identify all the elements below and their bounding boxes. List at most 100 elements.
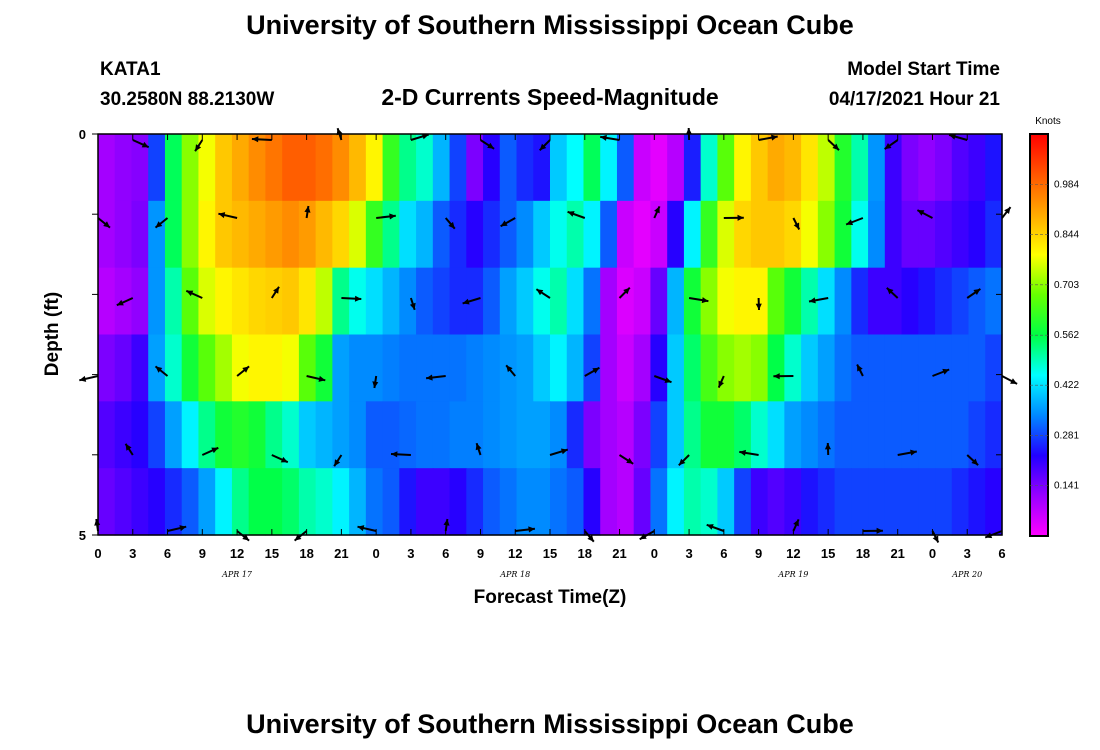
- x-tick-label: 12: [230, 546, 244, 561]
- current-arrow: [827, 139, 840, 151]
- x-tick-label: 0: [94, 546, 101, 561]
- date-label: APR 19: [777, 570, 808, 579]
- current-arrow: [201, 446, 219, 456]
- heatmap-cell: [164, 334, 183, 402]
- page-title: University of Southern Mississippi Ocean…: [246, 10, 854, 40]
- date-label: APR 20: [951, 570, 982, 579]
- heatmap-cell: [600, 134, 618, 202]
- current-arrow: [773, 373, 794, 380]
- heatmap-cell: [399, 200, 417, 269]
- footer-title: University of Southern Mississippi Ocean…: [246, 709, 854, 739]
- heatmap-cell: [784, 334, 802, 402]
- heatmap-cell: [365, 134, 384, 202]
- heatmap-cell: [600, 468, 618, 536]
- heatmap-cell: [282, 134, 300, 202]
- heatmap-cell: [935, 200, 953, 269]
- x-tick-label: 21: [334, 546, 348, 561]
- heatmap-cell: [533, 334, 551, 402]
- current-arrow: [966, 288, 981, 299]
- heatmap-cell: [483, 401, 501, 469]
- heatmap-cell: [164, 267, 183, 336]
- heatmap-cell: [700, 468, 719, 536]
- heatmap-cell: [181, 401, 200, 469]
- heatmap-cell: [583, 468, 601, 536]
- heatmap-cell: [114, 334, 133, 402]
- heatmap-cell: [616, 267, 635, 336]
- x-tick-label: 12: [508, 546, 522, 561]
- station-coords: 30.2580N 88.2130W: [100, 89, 274, 110]
- heatmap-cell: [734, 267, 752, 336]
- x-tick-label: 15: [821, 546, 835, 561]
- heatmap-cell: [164, 468, 183, 536]
- heatmap-cell: [616, 200, 635, 269]
- plot-title: 2-D Currents Speed-Magnitude: [381, 84, 718, 110]
- heatmap-cell: [717, 200, 735, 269]
- current-arrow: [538, 139, 551, 152]
- current-arrow: [549, 448, 569, 456]
- heatmap-cell: [533, 134, 551, 202]
- x-tick-label: 18: [856, 546, 870, 561]
- heatmap-cell: [550, 401, 568, 469]
- current-arrow: [755, 297, 762, 311]
- heatmap-cell: [215, 134, 233, 202]
- x-tick-label: 0: [929, 546, 936, 561]
- y-axis-label: Depth (ft): [42, 292, 63, 376]
- heatmap-cell: [499, 134, 518, 202]
- heatmap-cell: [315, 334, 333, 402]
- heatmap-cell: [767, 468, 785, 536]
- heatmap-cell: [951, 267, 970, 336]
- current-arrow: [584, 530, 595, 543]
- current-arrow: [116, 297, 134, 307]
- heatmap-cell: [349, 134, 367, 202]
- heatmap-cell: [466, 267, 484, 336]
- heatmap-cell: [466, 401, 484, 469]
- heatmap-cell: [114, 468, 133, 536]
- current-arrow: [333, 454, 343, 467]
- current-arrow: [515, 526, 536, 533]
- heatmap-cell: [181, 267, 200, 336]
- heatmap-cell: [416, 401, 434, 469]
- current-arrow: [653, 205, 661, 219]
- heatmap-cell: [616, 334, 635, 402]
- heatmap-cell: [616, 401, 635, 469]
- heatmap-cell: [98, 200, 116, 269]
- heatmap-cell: [868, 200, 886, 269]
- heatmap-cell: [198, 267, 216, 336]
- x-tick-label: 0: [373, 546, 380, 561]
- heatmap-cell: [717, 401, 735, 469]
- current-arrow: [884, 139, 899, 150]
- heatmap-cell: [616, 468, 635, 536]
- heatmap-cell: [231, 334, 250, 402]
- heatmap-cell: [834, 267, 852, 336]
- x-tick-label: 12: [786, 546, 800, 561]
- current-arrow: [567, 210, 586, 219]
- current-arrow: [824, 442, 831, 456]
- heatmap-cell: [298, 134, 317, 202]
- y-axis: 05: [79, 127, 1002, 543]
- heatmap-cell: [365, 200, 384, 269]
- heatmap-cell: [483, 468, 501, 536]
- heatmap-cell: [683, 468, 702, 536]
- heatmap-cell: [834, 200, 852, 269]
- heatmap-cell: [315, 134, 333, 202]
- heatmap-cell: [198, 134, 216, 202]
- x-tick-label: 3: [407, 546, 414, 561]
- heatmap-cell: [817, 134, 836, 202]
- current-arrow: [357, 525, 377, 532]
- current-arrow: [966, 454, 979, 466]
- station-id: KATA1: [100, 59, 161, 80]
- heatmap-cell: [516, 468, 534, 536]
- heatmap-cell: [566, 468, 585, 536]
- current-arrow: [97, 217, 111, 229]
- heatmap-cell: [148, 267, 166, 336]
- heatmap-cell: [131, 134, 149, 202]
- heatmap-cell: [968, 134, 986, 202]
- heatmap-cell: [432, 401, 451, 469]
- current-arrow: [475, 442, 482, 456]
- heatmap-cell: [817, 468, 836, 536]
- colorbar-tick-label: 0.422: [1054, 380, 1079, 391]
- colorbar-tick-label: 0.703: [1054, 280, 1079, 291]
- speed-heatmap: [98, 134, 1003, 536]
- heatmap-cell: [215, 401, 233, 469]
- heatmap-cell: [918, 401, 936, 469]
